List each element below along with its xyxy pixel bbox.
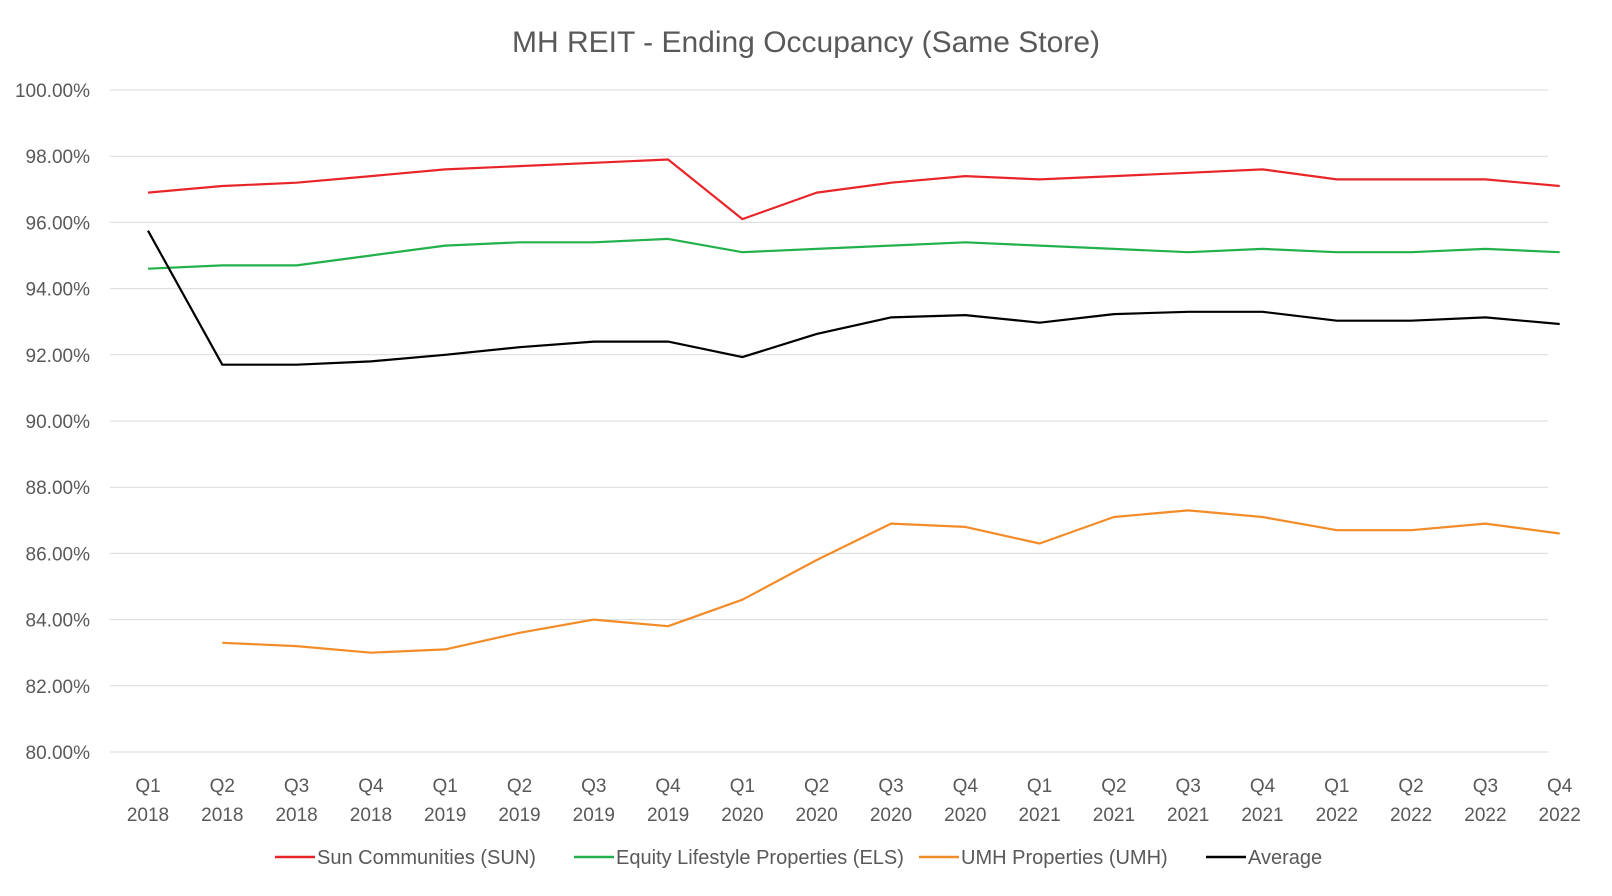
x-tick-year: 2022 (1316, 805, 1358, 826)
x-tick-label: Q1 2019 (424, 776, 466, 826)
x-tick-quarter: Q2 (507, 776, 532, 797)
x-tick-label: Q4 2018 (350, 776, 392, 826)
x-tick-quarter: Q4 (953, 776, 979, 797)
x-tick-year: 2018 (127, 805, 169, 826)
legend: Sun Communities (SUN) Equity Lifestyle Pr… (275, 847, 1322, 869)
y-tick-label: 92.00% (26, 346, 91, 367)
legend-label: Sun Communities (SUN) (317, 847, 536, 869)
x-tick-label: Q2 2019 (498, 776, 540, 826)
x-tick-label: Q2 2022 (1390, 776, 1432, 826)
x-tick-year: 2020 (796, 805, 838, 826)
x-tick-label: Q2 2018 (201, 776, 243, 826)
x-tick-year: 2022 (1464, 805, 1506, 826)
x-tick-year: 2019 (647, 805, 689, 826)
series-line-average (147, 230, 1560, 366)
y-tick-label: 100.00% (15, 81, 90, 102)
x-tick-quarter: Q1 (433, 776, 458, 797)
x-tick-year: 2021 (1241, 805, 1283, 826)
series-line-umh-properties-umh (222, 509, 1560, 654)
y-tick-label: 98.00% (26, 147, 91, 168)
y-tick-label: 88.00% (26, 478, 91, 499)
x-tick-quarter: Q4 (655, 776, 681, 797)
x-tick-year: 2022 (1539, 805, 1581, 826)
x-tick-label: Q2 2020 (796, 776, 838, 826)
x-tick-quarter: Q1 (1324, 776, 1349, 797)
y-tick-label: 82.00% (26, 677, 91, 698)
x-tick-quarter: Q1 (730, 776, 755, 797)
x-tick-label: Q1 2018 (127, 776, 169, 826)
x-tick-quarter: Q1 (1027, 776, 1052, 797)
x-axis-ticks: Q1 2018 Q2 2018 Q3 2018 Q4 2018 Q1 2019 Q2 2019 Q3 20… (127, 776, 1581, 826)
y-tick-label: 90.00% (26, 412, 91, 433)
x-tick-quarter: Q2 (804, 776, 829, 797)
x-tick-label: Q3 2018 (275, 776, 317, 826)
x-tick-year: 2020 (721, 805, 763, 826)
x-tick-quarter: Q3 (1473, 776, 1498, 797)
series-line-sun-communities-sun (147, 158, 1560, 221)
x-tick-quarter: Q4 (358, 776, 384, 797)
x-tick-year: 2019 (424, 805, 466, 826)
y-tick-label: 96.00% (26, 213, 91, 234)
x-tick-year: 2019 (498, 805, 540, 826)
x-tick-quarter: Q2 (1398, 776, 1423, 797)
x-tick-year: 2020 (944, 805, 986, 826)
legend-label: Average (1248, 847, 1322, 869)
x-tick-label: Q4 2019 (647, 776, 689, 826)
x-tick-year: 2021 (1167, 805, 1209, 826)
y-tick-label: 86.00% (26, 544, 91, 565)
legend-label: UMH Properties (UMH) (961, 847, 1168, 869)
y-axis-ticks: 80.00% 82.00% 84.00% 86.00% 88.00% 90.00% 92.0… (15, 81, 90, 764)
x-tick-label: Q3 2021 (1167, 776, 1209, 826)
x-tick-label: Q1 2021 (1018, 776, 1060, 826)
x-tick-label: Q2 2021 (1093, 776, 1135, 826)
x-tick-year: 2018 (350, 805, 392, 826)
x-tick-label: Q3 2022 (1464, 776, 1506, 826)
series-lines (147, 158, 1560, 654)
series-line-equity-lifestyle-properties-els (147, 237, 1560, 270)
x-tick-year: 2021 (1093, 805, 1135, 826)
x-tick-year: 2022 (1390, 805, 1432, 826)
x-tick-quarter: Q2 (210, 776, 235, 797)
x-tick-label: Q4 2020 (944, 776, 986, 826)
x-tick-quarter: Q4 (1547, 776, 1573, 797)
x-tick-quarter: Q3 (878, 776, 903, 797)
legend-label: Equity Lifestyle Properties (ELS) (616, 847, 904, 869)
x-tick-label: Q3 2020 (870, 776, 912, 826)
x-tick-label: Q1 2020 (721, 776, 763, 826)
x-tick-label: Q4 2021 (1241, 776, 1283, 826)
x-tick-quarter: Q3 (284, 776, 309, 797)
x-tick-quarter: Q2 (1101, 776, 1126, 797)
x-tick-label: Q4 2022 (1539, 776, 1581, 826)
x-tick-year: 2019 (573, 805, 615, 826)
chart-title: MH REIT - Ending Occupancy (Same Store) (512, 26, 1100, 59)
x-tick-year: 2018 (201, 805, 243, 826)
x-tick-quarter: Q3 (1176, 776, 1201, 797)
x-tick-quarter: Q1 (135, 776, 160, 797)
x-tick-year: 2018 (275, 805, 317, 826)
x-tick-quarter: Q3 (581, 776, 606, 797)
x-tick-year: 2020 (870, 805, 912, 826)
x-tick-quarter: Q4 (1250, 776, 1276, 797)
y-tick-label: 84.00% (26, 611, 91, 632)
y-tick-label: 94.00% (26, 280, 91, 301)
x-tick-year: 2021 (1018, 805, 1060, 826)
y-tick-label: 80.00% (26, 743, 91, 764)
gridlines (110, 89, 1548, 753)
x-tick-label: Q1 2022 (1316, 776, 1358, 826)
x-tick-label: Q3 2019 (573, 776, 615, 826)
